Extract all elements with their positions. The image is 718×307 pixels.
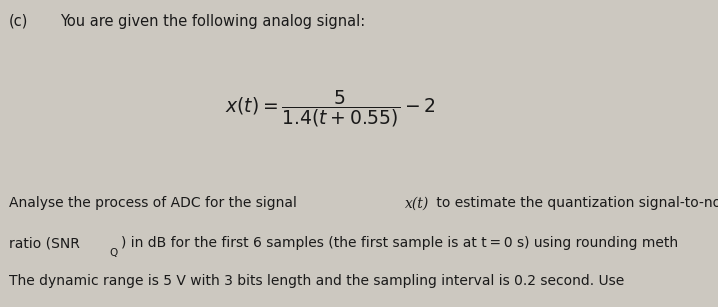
Text: The dynamic range is 5 V with 3 bits length and the sampling interval is 0.2 sec: The dynamic range is 5 V with 3 bits len… [9,274,624,288]
Text: x(t): x(t) [405,196,429,211]
Text: ) in dB for the first 6 samples (the first sample is at t = 0 s) using rounding : ) in dB for the first 6 samples (the fir… [121,236,678,251]
Text: Analyse the process of ADC for the signal: Analyse the process of ADC for the signa… [9,196,301,211]
Text: $x(t) = \dfrac{5}{1.4(t + 0.55)} - 2$: $x(t) = \dfrac{5}{1.4(t + 0.55)} - 2$ [225,88,436,130]
Text: to estimate the quantization signal-to-no: to estimate the quantization signal-to-n… [432,196,718,211]
Text: ratio (SNR: ratio (SNR [9,236,80,251]
Text: You are given the following analog signal:: You are given the following analog signa… [60,14,365,29]
Text: (c): (c) [9,14,28,29]
Text: Q: Q [109,248,117,258]
